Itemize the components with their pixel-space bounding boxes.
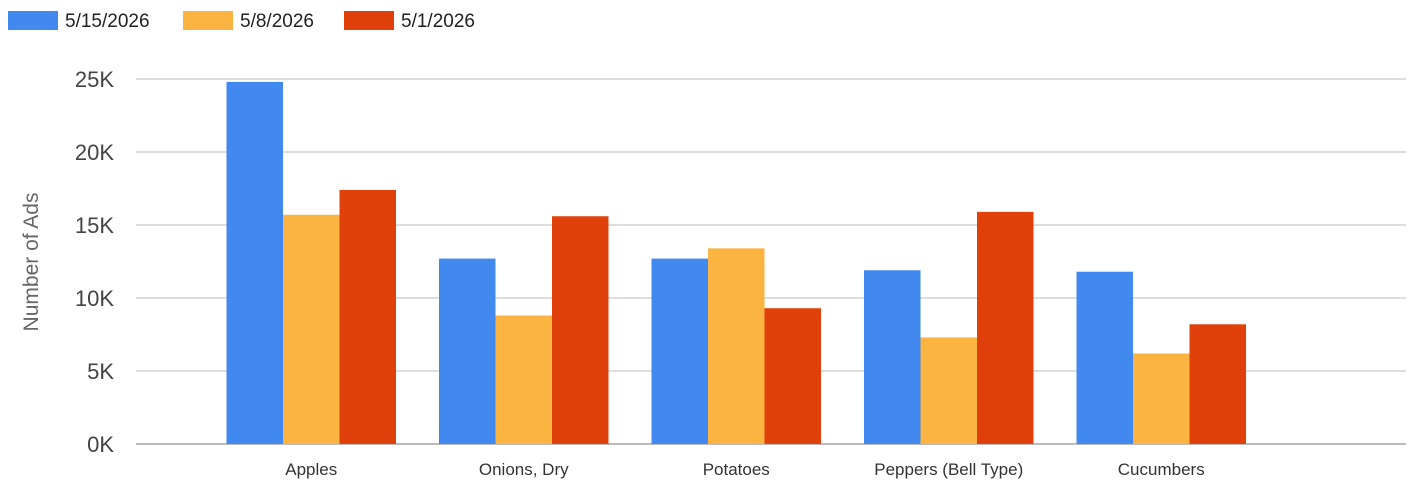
- bar-1-0: [439, 258, 496, 444]
- legend-label-0: 5/15/2026: [65, 11, 150, 32]
- y-axis: 0K 5K 10K 15K 20K 25K: [75, 67, 114, 457]
- legend-swatch-1: [183, 11, 233, 30]
- x-tick-label-2: Potatoes: [703, 460, 770, 479]
- bar-3-0: [864, 270, 921, 444]
- y-tick-label-3: 15K: [75, 213, 114, 238]
- x-tick-label-3: Peppers (Bell Type): [874, 460, 1023, 479]
- x-tick-label-1: Onions, Dry: [479, 460, 569, 479]
- bar-1-1: [495, 315, 552, 444]
- legend-swatch-2: [344, 11, 394, 30]
- x-tick-label-4: Cucumbers: [1118, 460, 1205, 479]
- bar-3-2: [977, 211, 1034, 444]
- bar-2-2: [764, 308, 821, 444]
- x-tick-label-0: Apples: [285, 460, 337, 479]
- y-tick-label-0: 0K: [87, 432, 114, 457]
- bar-4-2: [1189, 324, 1246, 444]
- legend-label-2: 5/1/2026: [401, 11, 475, 32]
- bar-1-2: [552, 216, 609, 444]
- bar-0-2: [339, 189, 396, 444]
- bar-0-1: [283, 214, 340, 444]
- y-tick-label-1: 5K: [87, 359, 114, 384]
- y-tick-label-2: 10K: [75, 286, 114, 311]
- y-axis-title: Number of Ads: [20, 193, 43, 332]
- bar-4-1: [1133, 353, 1190, 444]
- y-tick-label-5: 25K: [75, 67, 114, 92]
- bar-0-0: [226, 81, 283, 445]
- y-tick-label-4: 20K: [75, 140, 114, 165]
- bar-3-1: [920, 337, 977, 444]
- x-axis: Apples Onions, Dry Potatoes Peppers (Bell T…: [285, 460, 1204, 479]
- bar-2-0: [651, 258, 708, 444]
- bars: [226, 81, 1246, 445]
- legend: 5/15/2026 5/8/2026 5/1/2026: [8, 11, 475, 32]
- legend-swatch-0: [8, 11, 58, 30]
- bar-2-1: [708, 248, 765, 444]
- bar-4-0: [1076, 271, 1133, 444]
- legend-label-1: 5/8/2026: [240, 11, 314, 32]
